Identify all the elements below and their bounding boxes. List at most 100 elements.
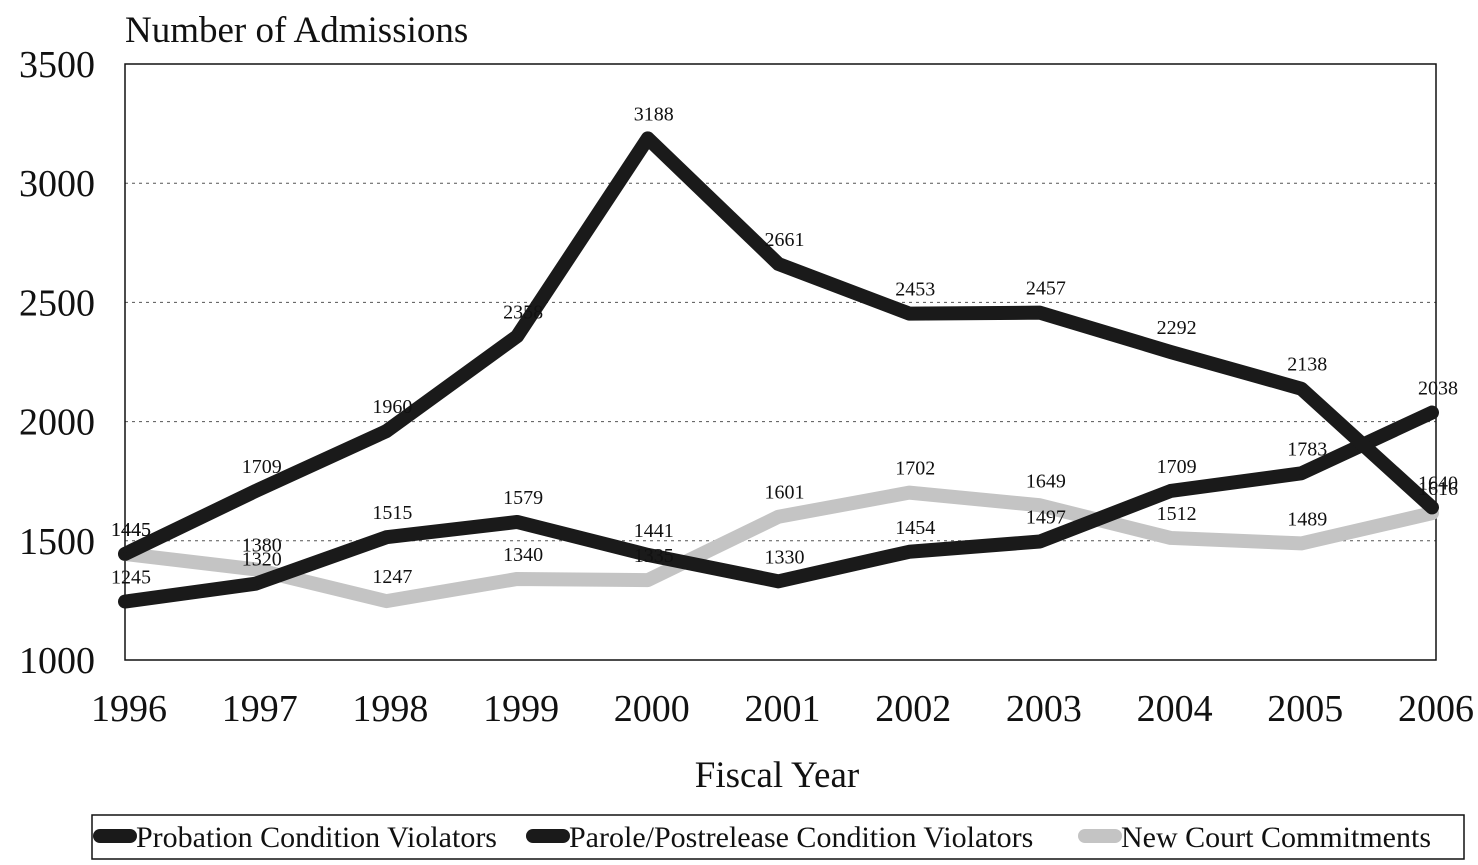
x-tick-label: 1998 [352, 688, 428, 730]
y-tick-label: 2000 [19, 402, 95, 444]
data-label: 1512 [1157, 503, 1197, 525]
data-point [253, 567, 258, 572]
series-parole-postrelease-condition-violators [118, 405, 1439, 609]
legend-label: New Court Commitments [1121, 821, 1431, 854]
data-point [645, 136, 650, 141]
data-label: 2038 [1418, 378, 1458, 400]
x-tick-label: 2001 [745, 688, 821, 730]
data-point [1299, 386, 1304, 391]
data-label: 1709 [1157, 456, 1197, 478]
data-point [907, 549, 912, 554]
data-label: 1960 [372, 396, 412, 418]
data-point [776, 262, 781, 267]
data-label: 1579 [503, 487, 543, 509]
data-point [1037, 503, 1042, 508]
data-point [384, 535, 389, 540]
legend: Probation Condition Violators Parole/Post… [91, 814, 1465, 860]
data-label: 2138 [1287, 354, 1327, 376]
data-label: 3188 [634, 103, 674, 125]
data-point [384, 599, 389, 604]
data-label: 1445 [111, 519, 151, 541]
data-label: 1702 [895, 458, 935, 480]
data-label: 1454 [895, 517, 935, 539]
data-label: 1340 [503, 544, 543, 566]
data-label: 1489 [1287, 508, 1327, 530]
data-point [1299, 471, 1304, 476]
data-point [123, 599, 127, 604]
data-label: 1709 [242, 456, 282, 478]
data-label: 1515 [372, 502, 412, 524]
data-label: 1601 [765, 482, 805, 504]
data-label: 1497 [1026, 507, 1066, 529]
data-label: 1380 [242, 534, 282, 556]
legend-item-new-court-commitments: New Court Commitments [1078, 821, 1431, 854]
y-tick-label: 1000 [19, 640, 95, 682]
data-label: 1335 [634, 545, 674, 567]
data-point [1168, 535, 1173, 540]
data-point [253, 581, 258, 586]
data-label: 1445 [111, 519, 151, 541]
y-tick-label: 3500 [19, 44, 95, 86]
data-label: 1247 [372, 566, 412, 588]
series-probation-condition-violators [118, 131, 1439, 561]
data-label: 2292 [1157, 317, 1197, 339]
x-tick-label: 2005 [1267, 688, 1343, 730]
x-tick-label: 2000 [614, 688, 690, 730]
series-lines [118, 131, 1439, 609]
data-point [907, 311, 912, 316]
legend-box [91, 814, 1465, 860]
data-point [1168, 349, 1173, 354]
data-point [1168, 488, 1173, 493]
legend-item-probation-condition-violators: Probation Condition Violators [93, 821, 497, 854]
y-tick-label: 2500 [19, 282, 95, 324]
x-tick-label: 2002 [875, 688, 951, 730]
x-tick-label: 1997 [222, 688, 298, 730]
data-label: 2661 [765, 229, 805, 251]
x-tick-label: 1996 [91, 688, 167, 730]
data-point [907, 490, 912, 495]
y-axis-title: Number of Admissions [125, 10, 468, 51]
data-label: 1441 [634, 520, 674, 542]
data-point [1430, 410, 1434, 415]
data-point [1037, 310, 1042, 315]
data-point [1430, 505, 1434, 510]
data-label: 1320 [242, 549, 282, 571]
legend-item-parole-postrelease-condition-violators: Parole/Postrelease Condition Violators [526, 821, 1033, 854]
y-tick-label: 3000 [19, 163, 95, 205]
data-point [123, 551, 127, 556]
x-tick-label: 2006 [1398, 688, 1474, 730]
data-label: 1649 [1026, 470, 1066, 492]
data-point [1299, 541, 1304, 546]
data-point [776, 579, 781, 584]
data-point [645, 578, 650, 583]
data-point [384, 429, 389, 434]
data-label: 1245 [111, 567, 151, 589]
data-label: 2358 [503, 301, 543, 323]
legend-label: Probation Condition Violators [136, 821, 497, 854]
x-axis-title: Fiscal Year [695, 755, 859, 796]
series-line [118, 405, 1439, 609]
data-label: 2457 [1026, 278, 1066, 300]
x-tick-label: 2004 [1137, 688, 1213, 730]
data-point [1037, 539, 1042, 544]
x-tick-label: 1999 [483, 688, 559, 730]
data-label: 1330 [765, 546, 805, 568]
x-axis-ticks: 1996 1997 1998 1999 2000 2001 2002 2003 2004 2005… [91, 688, 1474, 730]
data-label: 1616 [1418, 478, 1458, 500]
y-tick-label: 1500 [19, 521, 95, 563]
data-label: 1783 [1287, 438, 1327, 460]
data-label: 1640 [1418, 472, 1458, 494]
x-tick-label: 2003 [1006, 688, 1082, 730]
data-point [645, 552, 650, 557]
legend-label: Parole/Postrelease Condition Violators [569, 821, 1033, 854]
plot-area-frame [124, 63, 1437, 661]
data-point [776, 514, 781, 519]
data-point [515, 334, 520, 339]
y-axis-ticks: 1000 1500 2000 2500 3000 3500 [19, 44, 95, 682]
data-point [515, 519, 520, 524]
data-labels: 1445 1380 1247 1340 1335 1601 1702 1649 1512 1489… [111, 103, 1458, 588]
data-label: 2453 [895, 279, 935, 301]
data-point [253, 488, 258, 493]
